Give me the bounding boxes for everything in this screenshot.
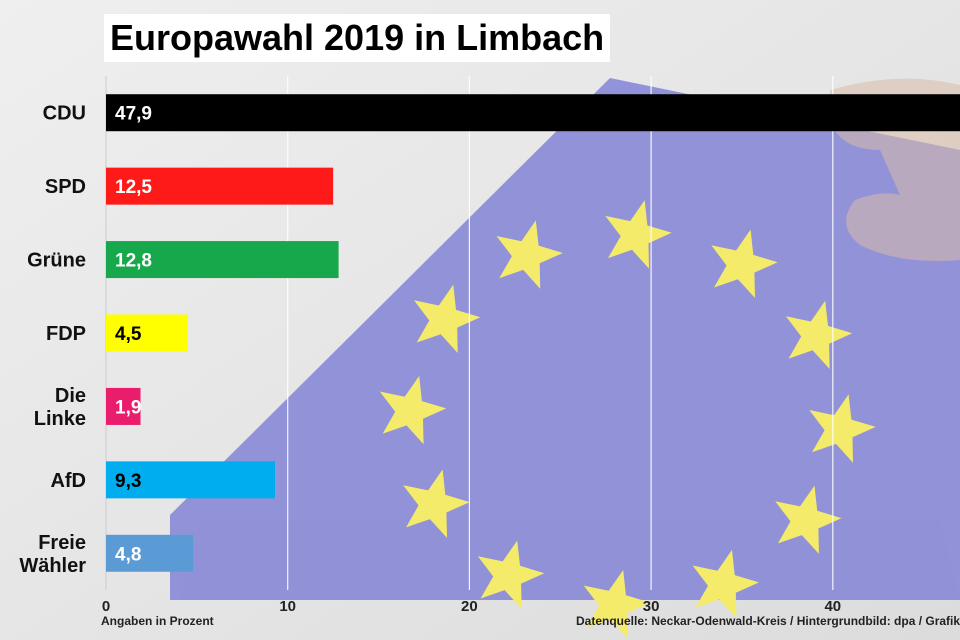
- category-label: SPD: [45, 176, 86, 198]
- value-label: 1,9: [115, 397, 141, 418]
- x-tick-label: 20: [461, 598, 478, 615]
- eu-star-icon: [785, 300, 853, 369]
- bars: [106, 94, 960, 572]
- category-label: Wähler: [19, 555, 86, 577]
- grid-lines: [105, 76, 834, 590]
- x-tick-label: 30: [643, 598, 660, 615]
- bar: [106, 167, 334, 205]
- source-note: Datenquelle: Neckar-Odenwald-Kreis / Hin…: [576, 614, 960, 628]
- eu-star-icon: [775, 485, 842, 554]
- value-label: 9,3: [115, 471, 141, 492]
- eu-star-icon: [711, 229, 778, 298]
- eu-star-icon: [414, 284, 481, 353]
- category-label: CDU: [43, 103, 86, 125]
- bar: [106, 461, 275, 499]
- eu-star-icon: [379, 375, 447, 445]
- x-tick-labels: 0 10 20 30 40: [102, 598, 841, 615]
- value-label: 4,8: [115, 544, 141, 565]
- bar: [106, 241, 339, 279]
- value-label: 4,5: [115, 324, 142, 345]
- category-label: Die: [55, 385, 86, 407]
- value-label: 12,5: [115, 177, 152, 198]
- category-label: Grüne: [27, 250, 86, 272]
- bar: [106, 314, 188, 352]
- bar: [106, 387, 141, 425]
- chart-title-box: Europawahl 2019 in Limbach: [104, 14, 611, 62]
- eu-stars: [379, 200, 876, 639]
- value-labels: 47,9 12,5 12,8 4,5 1,9 9,3 4,8: [115, 104, 152, 566]
- eu-star-icon: [605, 200, 672, 269]
- bar: [106, 534, 194, 572]
- chart-title: Europawahl 2019 in Limbach: [110, 17, 605, 58]
- unit-note: Angaben in Prozent: [101, 614, 214, 628]
- x-tick-label: 10: [279, 598, 296, 615]
- eu-star-icon: [692, 549, 759, 619]
- eu-star-icon: [496, 220, 563, 289]
- eu-star-icon: [477, 540, 545, 609]
- x-tick-label: 40: [824, 598, 841, 615]
- eu-star-icon: [403, 469, 470, 538]
- category-label: AfD: [50, 470, 86, 492]
- category-label: Linke: [34, 408, 86, 430]
- eu-flag-envelope: [170, 78, 960, 600]
- bar: [106, 94, 960, 132]
- x-tick-label: 0: [102, 598, 110, 615]
- eu-star-icon: [583, 570, 651, 639]
- value-label: 47,9: [115, 104, 152, 125]
- category-label: Freie: [38, 532, 86, 554]
- eu-star-icon: [809, 394, 876, 463]
- category-label: FDP: [46, 323, 86, 345]
- value-label: 12,8: [115, 251, 152, 272]
